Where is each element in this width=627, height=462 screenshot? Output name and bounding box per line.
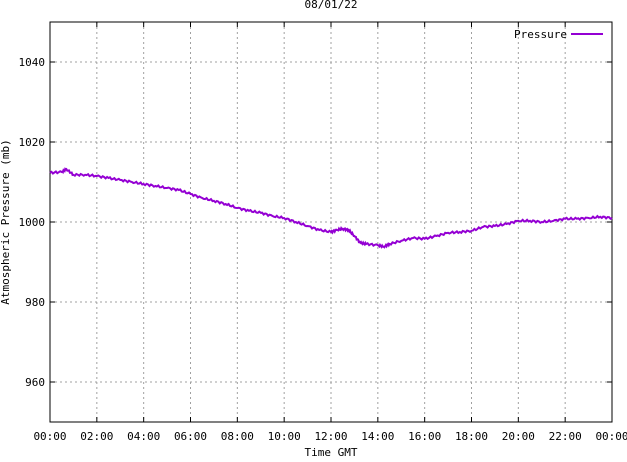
x-tick-label: 10:00 bbox=[268, 430, 301, 443]
x-tick-label: 08:00 bbox=[221, 430, 254, 443]
x-tick-label: 00:00 bbox=[595, 430, 627, 443]
y-axis-label: Atmospheric Pressure (mb) bbox=[0, 139, 12, 305]
y-tick-label: 1020 bbox=[19, 136, 46, 149]
axis-ticks: 00:00 02:00 04:00 06:00 08:00 10:00 12:00 14:00… bbox=[19, 22, 627, 443]
x-tick-label: 22:00 bbox=[549, 430, 582, 443]
legend-label: Pressure bbox=[514, 28, 567, 41]
x-axis-label: Time GMT bbox=[305, 446, 358, 459]
y-tick-label: 1040 bbox=[19, 56, 46, 69]
x-tick-label: 00:00 bbox=[33, 430, 66, 443]
x-tick-label: 04:00 bbox=[127, 430, 160, 443]
y-tick-label: 980 bbox=[25, 296, 45, 309]
legend: Pressure bbox=[514, 28, 603, 41]
x-tick-label: 18:00 bbox=[455, 430, 488, 443]
y-tick-label: 1000 bbox=[19, 216, 46, 229]
x-tick-label: 06:00 bbox=[174, 430, 207, 443]
x-tick-label: 16:00 bbox=[408, 430, 441, 443]
y-tick-label: 960 bbox=[25, 376, 45, 389]
grid bbox=[50, 22, 612, 422]
x-tick-label: 02:00 bbox=[80, 430, 113, 443]
chart-title: 08/01/22 bbox=[305, 0, 358, 11]
x-tick-label: 12:00 bbox=[314, 430, 347, 443]
x-tick-label: 20:00 bbox=[502, 430, 535, 443]
x-tick-label: 14:00 bbox=[361, 430, 394, 443]
